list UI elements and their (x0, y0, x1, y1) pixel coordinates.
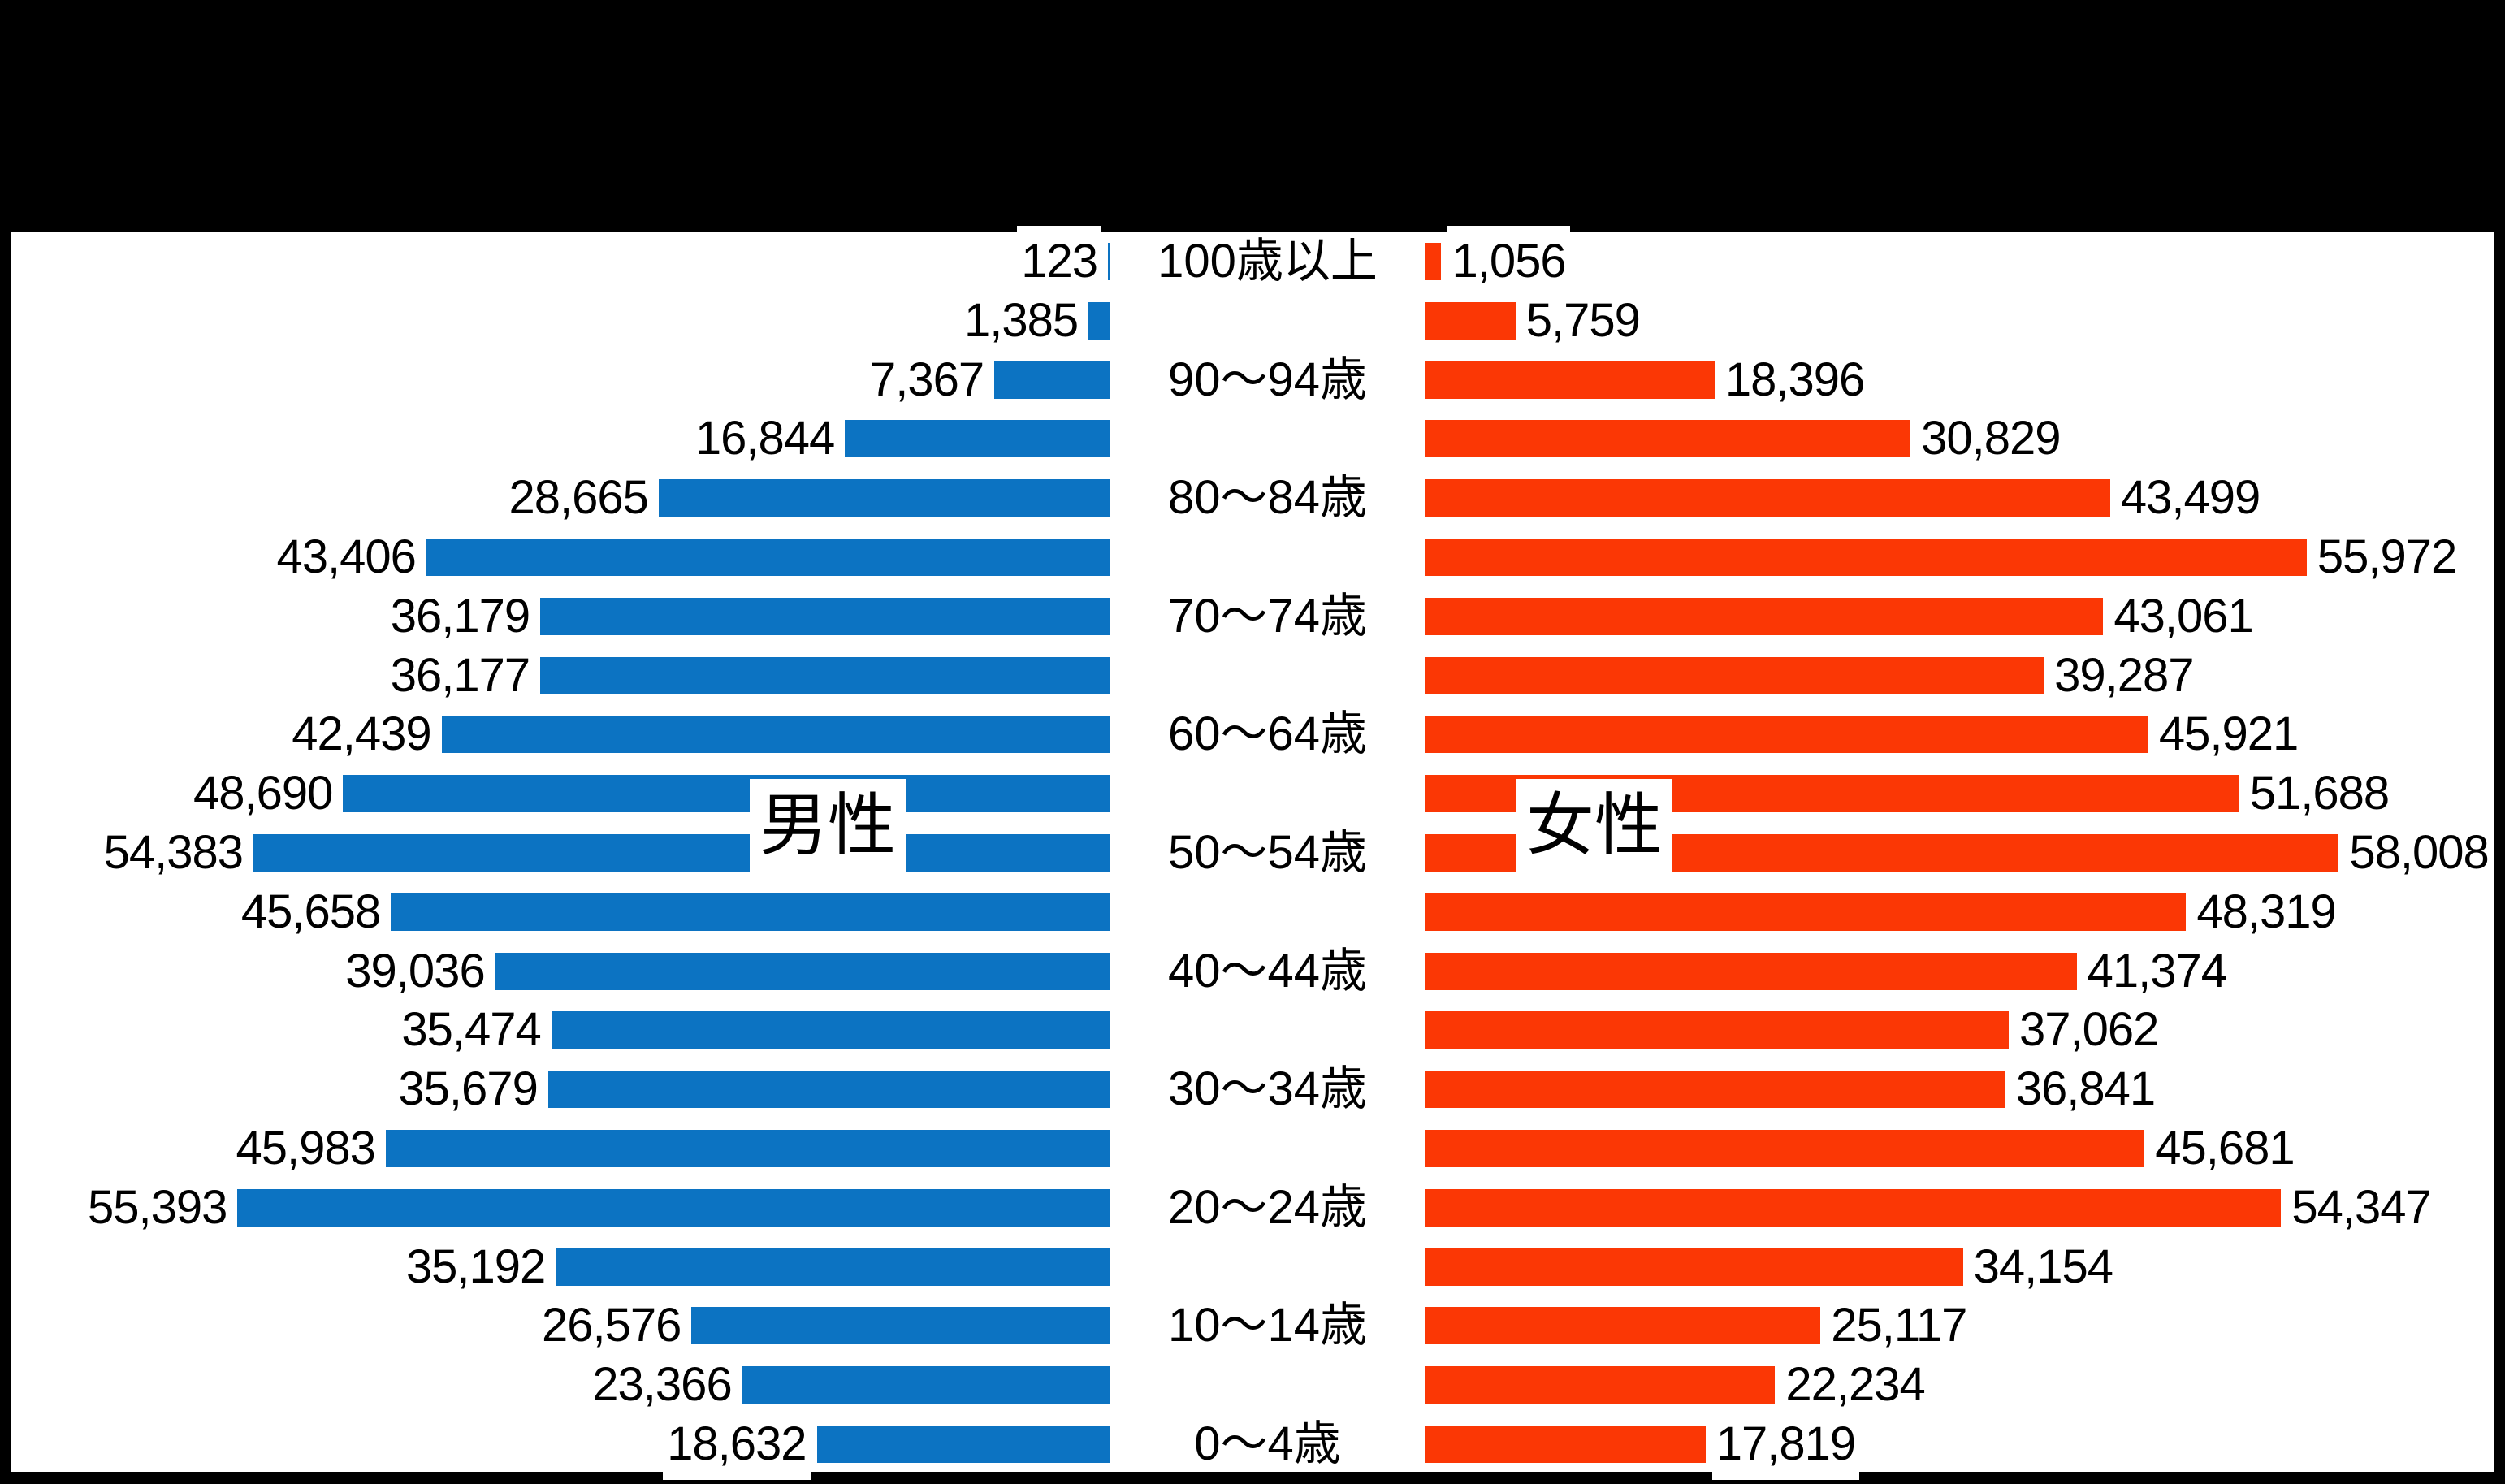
female-value-label: 54,347 (2287, 1171, 2435, 1244)
female-value-label: 45,681 (2151, 1113, 2299, 1184)
male-value-label: 54,383 (99, 817, 247, 889)
female-value-label: 37,062 (2015, 994, 2163, 1066)
male-series-label-box: 男性 (750, 779, 906, 872)
male-bar (237, 1188, 1110, 1227)
age-tick-label: 10〜14歳 (1167, 1299, 1368, 1352)
male-value-label: 35,192 (401, 1231, 550, 1303)
female-bar (1425, 361, 1715, 399)
male-bar (1088, 301, 1110, 340)
male-value-label: 7,367 (865, 344, 989, 416)
male-bar (994, 361, 1110, 399)
female-bar (1425, 952, 2077, 990)
male-bar (742, 1366, 1110, 1404)
male-bar (495, 952, 1110, 990)
male-value-label: 55,393 (83, 1171, 231, 1244)
female-bar (1425, 1248, 1963, 1286)
female-bar (1425, 656, 2044, 694)
female-bar (1425, 597, 2104, 635)
female-bar (1425, 1366, 1776, 1404)
age-tick-label: 60〜64歳 (1167, 707, 1368, 761)
female-bar (1425, 893, 2187, 931)
female-bar (1425, 716, 2148, 754)
female-value-label: 55,972 (2312, 521, 2461, 593)
female-series-label-box: 女性 (1516, 779, 1672, 872)
male-bar (1108, 243, 1110, 280)
male-bar (691, 1307, 1110, 1345)
female-value-label: 18,396 (1720, 344, 1869, 416)
male-value-label: 45,983 (231, 1113, 379, 1184)
age-tick-label: 20〜24歳 (1167, 1180, 1368, 1234)
female-bar (1425, 1011, 2009, 1049)
male-bar (658, 479, 1110, 517)
female-bar (1425, 420, 1911, 458)
female-value-label: 17,819 (1711, 1408, 1860, 1480)
male-value-label: 28,665 (504, 462, 652, 534)
male-bar (253, 834, 1110, 872)
female-bar (1425, 479, 2110, 517)
female-value-label: 36,841 (2011, 1054, 2160, 1126)
female-bar (1425, 539, 2307, 576)
male-value-label: 35,679 (394, 1054, 542, 1126)
male-bar (391, 893, 1110, 931)
male-series-label: 男性 (759, 787, 896, 863)
age-tick-label: 0〜4歳 (1194, 1417, 1341, 1470)
plot-area: 男性 女性 123 1,056 100歳以上 1,385 5,759 7,367 18,39… (11, 226, 2494, 1480)
male-bar (426, 539, 1110, 576)
female-bar (1425, 1188, 2282, 1227)
male-bar (385, 1130, 1110, 1167)
female-bar (1425, 301, 1516, 340)
male-bar (441, 716, 1110, 754)
female-value-label: 5,759 (1521, 284, 1644, 357)
female-bar (1425, 1426, 1706, 1463)
male-bar (547, 1071, 1110, 1109)
female-value-label: 45,921 (2154, 699, 2303, 771)
age-tick-label: 30〜34歳 (1167, 1062, 1368, 1116)
female-value-label: 48,319 (2192, 876, 2340, 948)
male-bar (816, 1426, 1110, 1463)
female-series-label: 女性 (1525, 787, 1663, 863)
male-bar (343, 775, 1110, 813)
female-value-label: 34,154 (1969, 1231, 2117, 1303)
age-tick-label: 80〜84歳 (1167, 471, 1368, 525)
male-bar (540, 656, 1110, 694)
male-bar (551, 1011, 1110, 1049)
female-bar (1425, 1130, 2145, 1167)
female-value-label: 30,829 (1917, 403, 2065, 475)
title-band (0, 0, 2505, 232)
male-bar (845, 420, 1110, 458)
male-value-label: 18,632 (663, 1408, 811, 1480)
age-tick-label: 70〜74歳 (1167, 589, 1368, 642)
female-bar (1425, 1071, 2005, 1109)
male-bar (540, 597, 1110, 635)
age-tick-label: 90〜94歳 (1167, 353, 1368, 406)
age-tick-label: 50〜54歳 (1167, 826, 1368, 879)
age-tick-label: 100歳以上 (1157, 235, 1378, 288)
age-tick-label: 40〜44歳 (1167, 944, 1368, 997)
male-value-label: 16,844 (690, 403, 839, 475)
female-value-label: 58,008 (2345, 817, 2493, 889)
female-value-label: 43,499 (2116, 462, 2265, 534)
female-bar (1425, 243, 1442, 280)
male-bar (556, 1248, 1110, 1286)
female-bar (1425, 1307, 1821, 1345)
